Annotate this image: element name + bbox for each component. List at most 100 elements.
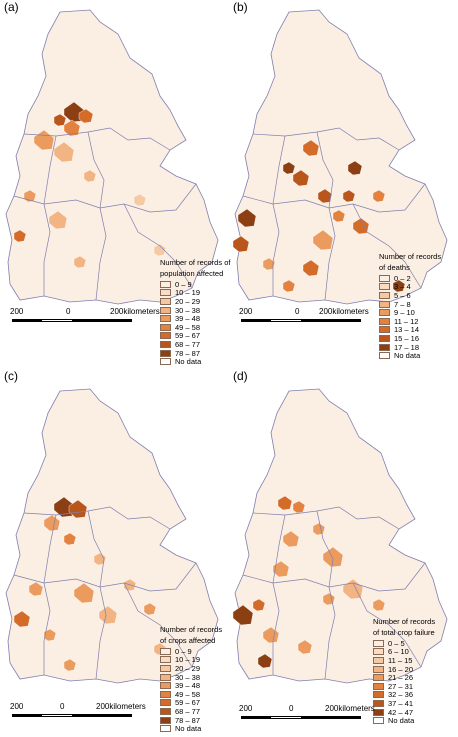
map-panel-d: (d) Number of records of total crop fail… [229, 369, 458, 737]
county-region [372, 598, 386, 612]
legend-swatch [379, 352, 390, 360]
legend-title-b-line1: Number of records [379, 252, 442, 261]
county-region [53, 141, 75, 163]
legend-swatch [379, 309, 390, 317]
legend-label: 11 – 12 [394, 316, 419, 326]
province-boundary [43, 135, 57, 205]
legend-label: 68 – 77 [175, 339, 201, 349]
county-region [302, 259, 320, 277]
map-group [232, 388, 448, 684]
county-region [93, 552, 107, 566]
county-region [78, 108, 94, 124]
panel-label-d: (d) [233, 369, 248, 383]
legend-label: 7 – 8 [394, 299, 411, 309]
legend-item: No data [373, 716, 435, 725]
province-boundary [43, 582, 51, 675]
scale-mid-value-a: 0 [66, 307, 71, 316]
legend-label: 0 – 9 [175, 646, 192, 656]
legend-label: 30 – 38 [175, 672, 201, 682]
legend-item: 78 – 87 [160, 716, 222, 725]
legend-label: 10 – 19 [175, 655, 201, 665]
legend-label: 37 – 41 [388, 698, 414, 708]
map-a [5, 9, 219, 305]
province-boundary [272, 203, 280, 296]
county-region [312, 229, 334, 251]
legend-item: 5 – 6 [379, 291, 441, 300]
county-region [297, 639, 313, 655]
province-boundary [324, 207, 336, 301]
legend-swatch [160, 280, 171, 288]
legend-item: 39 – 48 [160, 681, 222, 690]
legend-swatch [379, 343, 390, 351]
legend-swatch [160, 725, 171, 733]
province-boundary [352, 582, 422, 668]
legend-swatch [160, 647, 171, 655]
legend-label: 5 – 6 [394, 290, 411, 300]
legend-swatch [379, 300, 390, 308]
legend-label: 78 – 87 [175, 348, 201, 358]
legend-item: No data [160, 724, 222, 733]
legend-item: 39 – 48 [160, 314, 230, 323]
legend-label: 13 – 14 [394, 325, 420, 335]
legend-swatch [160, 716, 171, 724]
legend-swatch [160, 358, 171, 366]
legend-item: 11 – 12 [379, 317, 441, 326]
legend-item: No data [160, 357, 230, 366]
county-region [73, 582, 95, 604]
county-region [347, 160, 363, 176]
legend-title-d-line1: Number of records [373, 617, 436, 626]
legend-item: 6 – 10 [373, 647, 435, 656]
legend-label: 42 – 47 [388, 707, 414, 717]
legend-item: 30 – 38 [160, 306, 230, 315]
legend-item: 37 – 41 [373, 699, 435, 708]
legend-swatch [379, 283, 390, 291]
legend-title-a-line1: Number of records of [160, 258, 231, 267]
province-boundary [95, 586, 107, 680]
legend-swatch [160, 656, 171, 664]
legend-item: 0 – 9 [160, 280, 230, 289]
legend-item: 30 – 38 [160, 673, 222, 682]
county-region [292, 500, 306, 514]
legend-label: 49 – 58 [175, 689, 201, 699]
legend-swatch [373, 717, 384, 725]
county-region [342, 189, 356, 203]
map-group [232, 9, 448, 305]
panel-label-b: (b) [233, 0, 248, 14]
county-region [277, 495, 293, 511]
legend-item: 0 – 9 [160, 647, 222, 656]
legend-item: 49 – 58 [160, 323, 230, 332]
province-boundary [352, 203, 422, 289]
legend-title-c-line2: of crops affected [160, 636, 216, 645]
county-region [312, 522, 326, 536]
scale-bar-graphic-d [241, 716, 361, 719]
legend-item: 68 – 77 [160, 707, 222, 716]
scale-mid-value-b: 0 [295, 307, 300, 316]
legend-title-a-line2: population affected [160, 269, 224, 278]
legend-label: 32 – 36 [388, 690, 414, 700]
map-b [232, 9, 448, 305]
county-region [153, 243, 167, 257]
legend-item: 59 – 67 [160, 698, 222, 707]
legend-item: 7 – 8 [379, 300, 441, 309]
province-boundary [43, 203, 51, 296]
county-region [28, 581, 44, 597]
map-panel-a: (a) Number of records of population affe… [0, 0, 231, 368]
legend-label: 78 – 87 [175, 715, 201, 725]
map-group [5, 9, 219, 305]
legend-label: 15 – 16 [394, 333, 420, 343]
scale-bar-graphic-a [12, 319, 132, 322]
legend-swatch [160, 323, 171, 331]
province-boundary [272, 514, 286, 584]
legend-item: 78 – 87 [160, 349, 230, 358]
legend-label: 16 – 20 [388, 664, 414, 674]
legend-item: No data [379, 351, 441, 360]
county-region [43, 628, 57, 642]
legend-label: 0 – 9 [175, 279, 192, 289]
legend-swatch [160, 297, 171, 305]
county-region [133, 193, 147, 207]
legend-title-d-line2: of total crop failure [373, 628, 435, 637]
county-region [83, 169, 97, 183]
legend-label: 21 – 26 [388, 673, 414, 683]
legend-title-b-line2: of deaths [379, 263, 410, 272]
